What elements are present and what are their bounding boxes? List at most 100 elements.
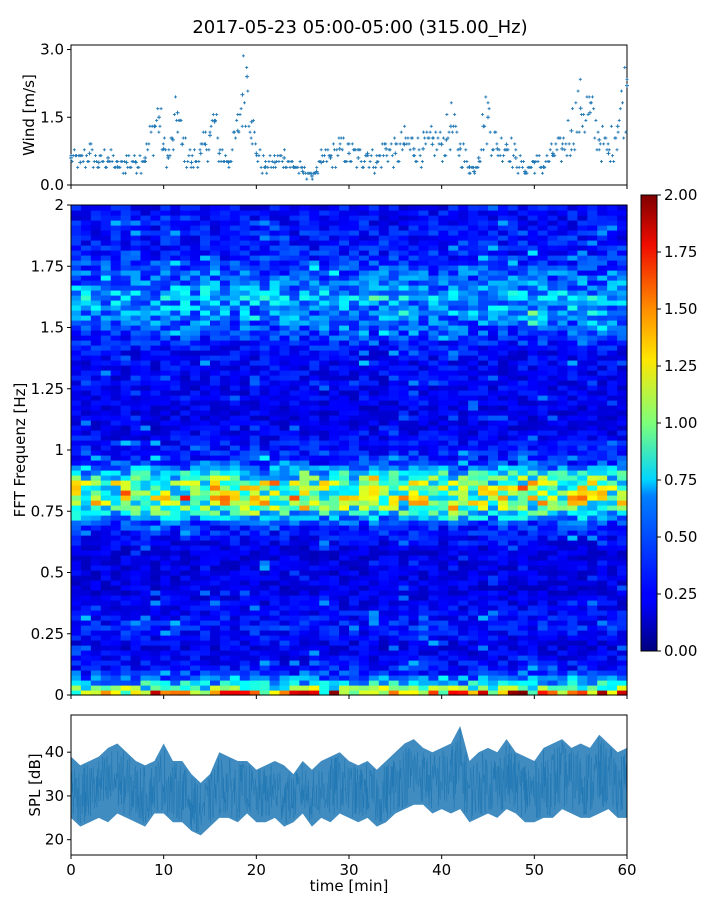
spectrogram-cell xyxy=(140,470,152,476)
spectrogram-cell xyxy=(438,590,449,596)
spectrogram-cell xyxy=(329,445,340,451)
spectrogram-cell xyxy=(617,310,628,316)
spectrogram-cell xyxy=(110,490,122,496)
wind-marker xyxy=(594,118,598,122)
spectrogram-cell xyxy=(468,535,479,541)
spectrogram-cell xyxy=(458,445,469,451)
spectrogram-cell xyxy=(388,605,400,611)
spectrogram-cell xyxy=(398,350,410,356)
spectrogram-cell xyxy=(507,575,519,581)
spectrogram-cell xyxy=(349,550,360,556)
spectrogram-cell xyxy=(488,470,499,476)
wind-data-point xyxy=(208,133,212,138)
spectrogram-cell xyxy=(358,330,370,336)
spectrogram-cell xyxy=(408,370,420,376)
spectrogram-cell xyxy=(368,400,380,406)
spectrogram-cell xyxy=(517,550,529,556)
spectrogram-cell xyxy=(567,565,578,571)
spectrogram-cell xyxy=(527,455,539,461)
spectrogram-cell xyxy=(210,640,221,646)
spectrogram-cell xyxy=(110,560,122,566)
spectrogram-cell xyxy=(249,500,261,506)
wind-marker xyxy=(444,154,448,158)
spectrogram-cell xyxy=(190,300,201,306)
spectrogram-cell xyxy=(210,595,221,601)
spectrogram-cell xyxy=(547,370,559,376)
spectrogram-cell xyxy=(130,610,142,616)
spectrogram-cell xyxy=(229,355,241,361)
spectrogram-cell xyxy=(617,670,628,676)
spectrogram-cell xyxy=(607,320,618,326)
spectrogram-cell xyxy=(448,500,459,506)
spectrogram-cell xyxy=(289,310,300,316)
spectrogram-cell xyxy=(269,355,281,361)
spectrogram-cell xyxy=(329,600,340,606)
spectrogram-cell xyxy=(478,380,489,386)
spectrogram-cell xyxy=(517,545,529,551)
spectrogram-cell xyxy=(607,490,618,496)
spectrogram-cell xyxy=(339,305,350,311)
spectrogram-cell xyxy=(71,520,82,526)
spectrogram-cell xyxy=(279,685,291,691)
spectrogram-cell xyxy=(110,510,122,516)
spectrogram-cell xyxy=(339,375,350,381)
spectrogram-cell xyxy=(587,510,598,516)
spectrogram-cell xyxy=(567,665,578,671)
spectrogram-cell xyxy=(160,395,171,401)
spectrogram-cell xyxy=(190,600,201,606)
spectrogram-cell xyxy=(329,665,340,671)
spectrogram-cell xyxy=(408,395,420,401)
spectrogram-cell xyxy=(299,375,310,381)
spectrogram-cell xyxy=(418,565,430,571)
spectrogram-cell xyxy=(239,560,251,566)
spectrogram-cell xyxy=(229,460,241,466)
spectrogram-cell xyxy=(547,570,559,576)
spectrogram-cell xyxy=(557,555,569,561)
spectrogram-cell xyxy=(527,640,539,646)
spectrogram-cell xyxy=(219,525,231,531)
spectrogram-cell xyxy=(90,375,102,381)
wind-marker xyxy=(277,160,281,164)
spectrogram-cell xyxy=(388,340,400,346)
spectrogram-cell xyxy=(448,630,459,636)
spectrogram-cell xyxy=(259,685,271,691)
spectrogram-cell xyxy=(378,370,390,376)
spectrogram-cell xyxy=(577,565,588,571)
spectrogram-cell xyxy=(120,445,132,451)
spectrogram-cell xyxy=(309,635,320,641)
spectrogram-cell xyxy=(517,345,529,351)
spectrogram-cell xyxy=(567,625,578,631)
spectrogram-cell xyxy=(219,440,231,446)
spectrogram-cell xyxy=(408,490,420,496)
spectrogram-cell xyxy=(319,425,330,431)
spectrogram-cell xyxy=(577,440,588,446)
wind-marker xyxy=(198,148,202,152)
spectrogram-cell xyxy=(488,370,499,376)
spectrogram-cell xyxy=(200,650,211,656)
spectrogram-cell xyxy=(190,640,201,646)
spectrogram-cell xyxy=(339,355,350,361)
spectrogram-cell xyxy=(468,360,479,366)
spectrogram-cell xyxy=(130,385,142,391)
spectrogram-cell xyxy=(577,635,588,641)
spectrogram-cell xyxy=(617,345,628,351)
spectrogram-cell xyxy=(378,330,390,336)
spectrogram-cell xyxy=(488,355,499,361)
spectrogram-cell xyxy=(170,585,181,591)
wind-marker xyxy=(502,154,506,158)
spectrogram-cell xyxy=(497,410,509,416)
spectrogram-cell xyxy=(269,615,281,621)
spectrogram-cell xyxy=(438,680,449,686)
spectrogram-cell xyxy=(507,560,519,566)
spectrogram-cell xyxy=(329,310,340,316)
spectrogram-cell xyxy=(279,420,291,426)
spectrogram-cell xyxy=(130,625,142,631)
spectrogram-cell xyxy=(358,530,370,536)
wind-marker xyxy=(234,136,238,140)
spectrogram-cell xyxy=(527,475,539,481)
spectrogram-cell xyxy=(329,430,340,436)
spectrogram-cell xyxy=(299,365,310,371)
spectrogram-cell xyxy=(200,610,211,616)
spectrogram-cell xyxy=(259,690,271,696)
